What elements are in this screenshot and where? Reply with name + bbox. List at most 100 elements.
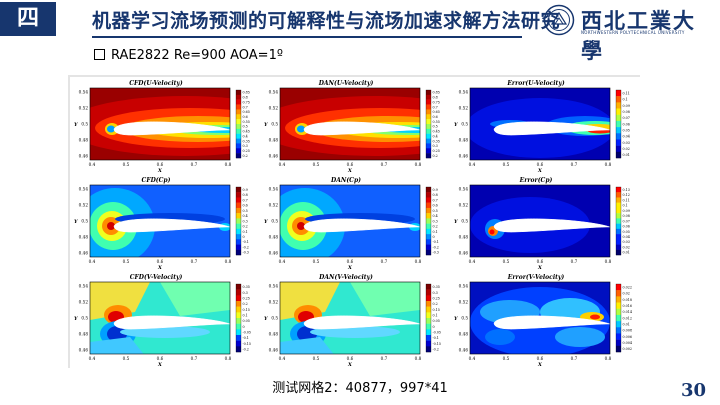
colorbar-swatch — [426, 289, 431, 296]
colorbar-label: 0.25 — [433, 296, 440, 300]
colorbar-label: 0.09 — [623, 209, 630, 213]
colorbar-swatch — [426, 223, 431, 230]
y-tick-label: 0.48 — [269, 235, 279, 240]
colorbar-swatch — [426, 213, 431, 219]
colorbar-swatch — [236, 346, 241, 353]
colorbar-swatch — [616, 145, 621, 153]
colorbar-swatch — [616, 202, 621, 209]
colorbar-swatch — [236, 114, 241, 120]
colorbar-swatch — [236, 295, 241, 302]
x-tick-label: 0.4 — [279, 162, 286, 167]
colorbar-label: 0 — [433, 235, 435, 239]
colorbar-swatch — [236, 340, 241, 347]
x-tick-label: 0.8 — [225, 259, 232, 264]
colorbar-label: 0.01 — [623, 153, 630, 157]
colorbar-swatch — [616, 90, 621, 97]
x-axis-label: X — [347, 168, 353, 174]
colorbar-label: 0.07 — [623, 219, 630, 223]
colorbar-label: 0.008 — [623, 329, 632, 333]
y-tick-label: 0.48 — [459, 138, 469, 143]
colorbar-swatch — [616, 187, 621, 193]
colorbar-swatch — [426, 133, 431, 139]
x-axis-label: X — [157, 265, 163, 271]
x-tick-label: 0.8 — [605, 259, 612, 264]
colorbar-label: 0.6 — [243, 115, 248, 119]
colorbar-swatch — [616, 96, 621, 103]
colorbar-label: 0.06 — [623, 122, 630, 126]
colorbar-swatch — [426, 192, 431, 198]
x-tick-label: 0.8 — [605, 356, 612, 361]
colorbar-label: 0.1 — [433, 313, 438, 317]
colorbar-swatch — [236, 284, 241, 290]
colorbar-swatch — [426, 218, 431, 224]
colorbar-swatch — [616, 108, 621, 115]
panel-title: DAN(U-Velocity) — [318, 80, 374, 87]
colorbar-swatch — [236, 202, 241, 209]
x-tick-label: 0.4 — [89, 162, 96, 167]
colorbar-label: 0.6 — [433, 115, 438, 119]
y-tick-label: 0.46 — [269, 154, 279, 159]
colorbar-swatch — [236, 329, 241, 336]
colorbar-label: -0.15 — [243, 342, 251, 346]
colorbar-label: 0.8 — [433, 193, 438, 197]
colorbar-swatch — [426, 153, 431, 159]
colorbar-label: 0.1 — [623, 98, 628, 102]
colorbar-swatch — [236, 99, 241, 105]
x-tick-label: 0.4 — [279, 356, 286, 361]
colorbar-label: 0.06 — [623, 225, 630, 229]
colorbar-swatch — [616, 239, 621, 245]
x-tick-label: 0.4 — [469, 356, 476, 361]
y-axis-label: Y — [264, 316, 268, 322]
colorbar-swatch — [236, 124, 241, 130]
colorbar-swatch — [236, 244, 241, 250]
x-tick-label: 0.6 — [347, 356, 354, 361]
colorbar-swatch — [426, 340, 431, 347]
colorbar-swatch — [616, 296, 621, 303]
colorbar-swatch — [426, 312, 431, 319]
colorbar-label: 0.03 — [623, 141, 630, 145]
colorbar-swatch — [426, 187, 431, 193]
colorbar-swatch — [236, 228, 241, 235]
colorbar-label: 0.05 — [243, 319, 250, 323]
y-tick-label: 0.5 — [271, 316, 278, 321]
university-seal-icon — [543, 4, 575, 36]
colorbar-swatch — [426, 295, 431, 302]
contour-panel: DAN(V-Velocity) 0.54 0.52 0.5 0.48 0.46 Y 0.4 0.… — [260, 271, 450, 368]
colorbar-label: 0.7 — [243, 105, 248, 109]
x-tick-label: 0.7 — [191, 162, 198, 167]
panel-title: DAN(V-Velocity) — [318, 274, 373, 281]
x-tick-label: 0.4 — [279, 259, 286, 264]
colorbar-label: 0.03 — [623, 240, 630, 244]
y-tick-label: 0.46 — [79, 251, 89, 256]
panel-title: Error(V-Velocity) — [507, 274, 565, 281]
colorbar-label: 0.65 — [243, 110, 250, 114]
y-tick-label: 0.52 — [269, 203, 279, 208]
y-tick-label: 0.5 — [461, 219, 468, 224]
colorbar-swatch — [426, 329, 431, 336]
slide-title: 机器学习流场预测的可解释性与流场加速求解方法研究 — [92, 10, 561, 32]
colorbar-swatch — [236, 109, 241, 115]
panel-title: CFD(V-Velocity) — [130, 274, 183, 281]
mesh-caption: 测试网格2：40877，997*41 — [272, 381, 448, 396]
colorbar-swatch — [236, 197, 241, 203]
colorbar-label: 0.1 — [623, 204, 628, 208]
colorbar-label: 0.2 — [433, 302, 438, 306]
y-tick-label: 0.52 — [269, 106, 279, 111]
y-tick-label: 0.5 — [81, 122, 88, 127]
x-tick-label: 0.5 — [123, 162, 130, 167]
x-tick-label: 0.4 — [469, 259, 476, 264]
x-tick-label: 0.5 — [123, 259, 130, 264]
colorbar-swatch — [616, 102, 621, 109]
y-tick-label: 0.46 — [269, 251, 279, 256]
y-tick-label: 0.52 — [459, 106, 469, 111]
colorbar-label: 0.05 — [623, 230, 630, 234]
colorbar-label: 0.022 — [623, 285, 632, 289]
colorbar-label: 0.002 — [623, 347, 632, 351]
colorbar-label: 0.35 — [433, 285, 440, 289]
y-tick-label: 0.54 — [459, 90, 469, 95]
colorbar-label: -0.3 — [243, 251, 249, 255]
colorbar-label: 0.9 — [433, 188, 438, 192]
y-tick-label: 0.5 — [461, 122, 468, 127]
colorbar-label: 0.05 — [623, 128, 630, 132]
y-tick-label: 0.54 — [269, 187, 279, 192]
